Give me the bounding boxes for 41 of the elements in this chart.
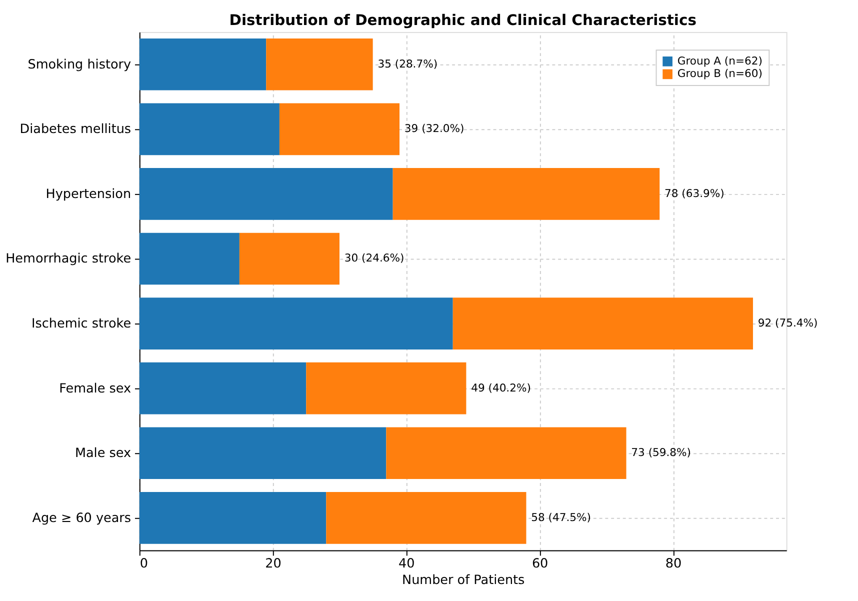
x-axis-title: Number of Patients	[402, 573, 526, 588]
x-tick-label: 40	[398, 556, 415, 572]
total-label: 39 (32.0%)	[404, 122, 464, 136]
y-tick-label: Age ≥ 60 years	[32, 510, 132, 526]
bar	[239, 232, 340, 285]
bar	[279, 103, 400, 156]
y-tick-label: Male sex	[74, 446, 132, 462]
x-tick-label: 80	[665, 556, 682, 572]
y-tick-label: Hypertension	[46, 186, 132, 202]
bar	[452, 298, 753, 350]
y-tick-label: Ischemic stroke	[32, 316, 132, 332]
bar	[139, 103, 280, 156]
total-label: 35 (28.7%)	[378, 57, 438, 70]
bar	[139, 298, 453, 350]
y-tick-label: Smoking history	[28, 57, 132, 72]
bar	[139, 427, 386, 480]
x-tick-label: 20	[265, 556, 282, 572]
total-label: 92 (75.4%)	[758, 316, 818, 330]
legend-label: Group B (n=60)	[677, 67, 762, 80]
y-tick-label: Female sex	[59, 381, 132, 396]
legend-label: Group A (n=62)	[677, 54, 762, 68]
x-tick-label: 60	[532, 556, 548, 572]
bar	[266, 38, 373, 90]
bar	[139, 232, 240, 285]
bar	[139, 362, 306, 414]
bar	[326, 492, 526, 544]
total-label: 78 (63.9%)	[664, 186, 724, 200]
bar	[306, 362, 466, 414]
bar	[139, 492, 326, 544]
y-tick-label: Hemorrhagic stroke	[6, 252, 132, 267]
total-label: 30 (24.6%)	[344, 252, 404, 265]
total-label: 73 (59.8%)	[631, 446, 691, 460]
chart-title: Distribution of Demographic and Clinical Characteristics	[229, 12, 697, 30]
bar	[139, 168, 393, 220]
bar	[392, 168, 660, 220]
bar	[386, 427, 626, 480]
total-label: 49 (40.2%)	[471, 381, 531, 394]
y-tick-label: Diabetes mellitus	[20, 122, 132, 138]
total-label: 58 (47.5%)	[531, 510, 591, 524]
bar	[139, 38, 266, 90]
x-tick-label: 0	[140, 556, 148, 572]
